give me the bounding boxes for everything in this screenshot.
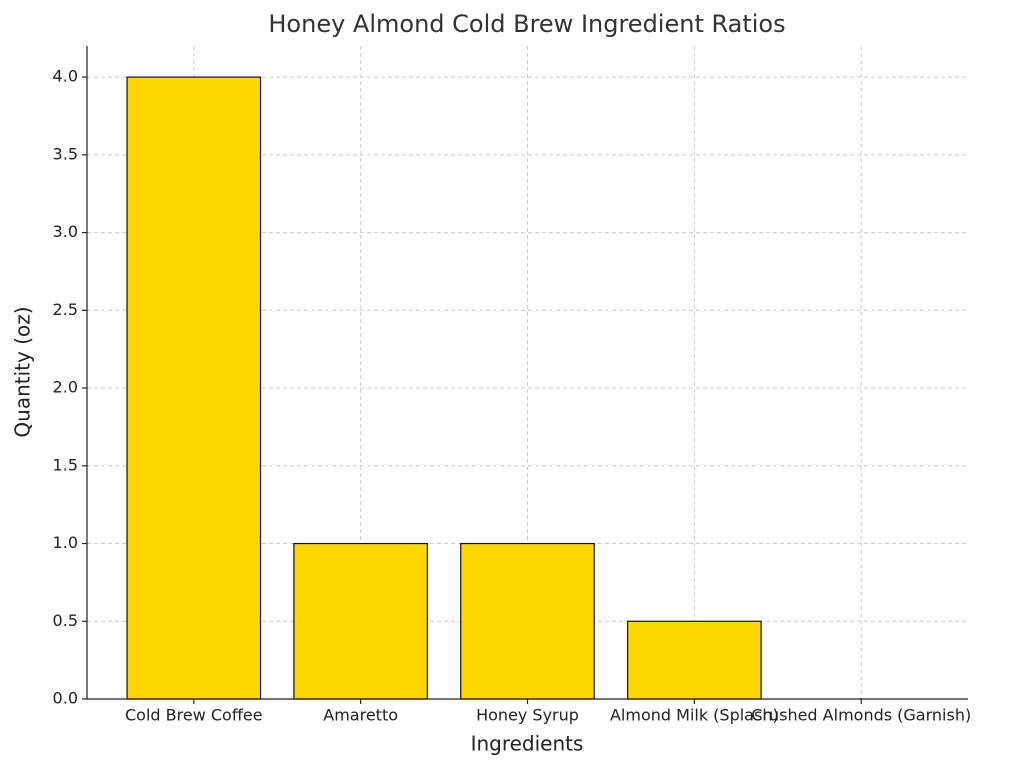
- y-tick-label: 0.5: [53, 611, 78, 630]
- y-tick-label: 2.0: [53, 378, 78, 397]
- y-tick-label: 4.0: [53, 67, 78, 86]
- x-tick-label: Crushed Almonds (Garnish): [751, 706, 971, 725]
- bar: [627, 620, 762, 700]
- y-tick-label: 0.0: [53, 689, 78, 708]
- x-tick-label: Amaretto: [323, 706, 398, 725]
- y-tick-label: 1.5: [53, 455, 78, 474]
- x-tick-label: Honey Syrup: [476, 706, 579, 725]
- y-tick-label: 3.0: [53, 222, 78, 241]
- y-tick-label: 2.5: [53, 300, 78, 319]
- y-tick-label: 1.0: [53, 533, 78, 552]
- x-tick-label: Almond Milk (Splash): [610, 706, 779, 725]
- x-tick-label: Cold Brew Coffee: [125, 706, 263, 725]
- bar: [293, 542, 428, 700]
- y-tick-label: 3.5: [53, 144, 78, 163]
- bar: [460, 542, 595, 700]
- bar: [126, 76, 262, 700]
- chart-title: Honey Almond Cold Brew Ingredient Ratios: [268, 10, 785, 38]
- x-axis-label: Ingredients: [471, 732, 584, 756]
- y-axis-label: Quantity (oz): [11, 306, 35, 437]
